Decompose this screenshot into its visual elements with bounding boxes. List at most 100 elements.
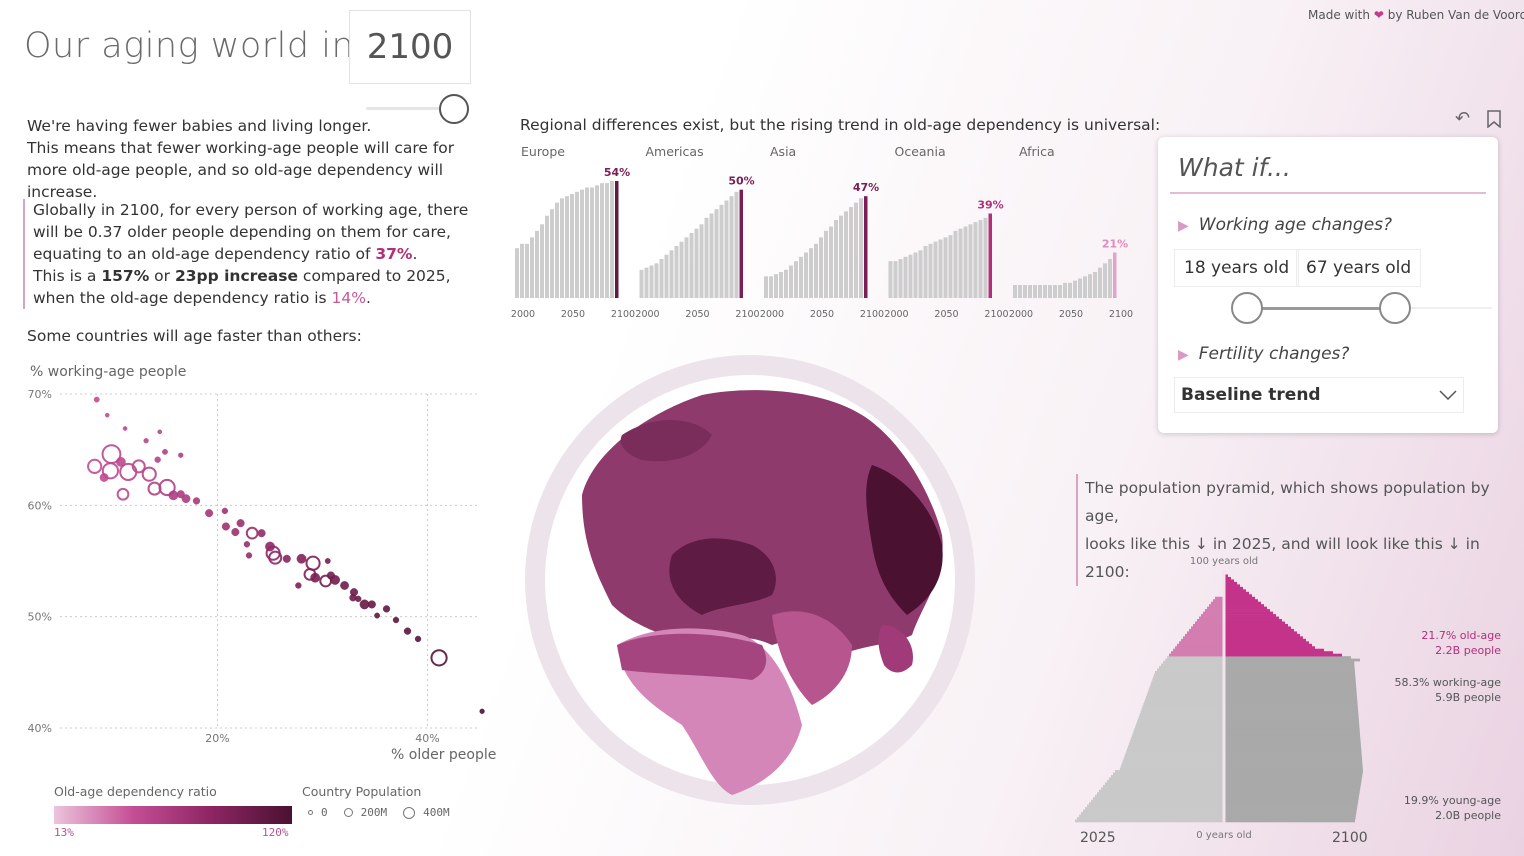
- pyramid-bar-2100: [1225, 594, 1252, 598]
- what-if-title: What if...: [1178, 153, 1291, 182]
- pyramid-bar-2100: [1225, 596, 1255, 600]
- pyramid-bar-2025: [1099, 789, 1223, 793]
- pyramid-bar-2025: [1147, 690, 1223, 694]
- scatter-point: [330, 575, 340, 585]
- pyramid-bar-2100: [1225, 799, 1359, 803]
- pop-legend: 0 200M 400M: [308, 806, 450, 819]
- pyramid-bar-2100: [1225, 666, 1355, 669]
- working-age-question[interactable]: ▶ Working age changes?: [1178, 215, 1393, 235]
- pyramid-bar-2100: [1225, 794, 1359, 798]
- globe-region-mideast[interactable]: [772, 611, 852, 705]
- intro-line2: This means that fewer working-age people…: [27, 139, 455, 201]
- pyramid-bar-2100: [1225, 770, 1363, 773]
- age-range-max-thumb[interactable]: [1379, 292, 1411, 324]
- stat-block: Globally in 2100, for every person of wo…: [23, 199, 488, 309]
- region-bar: [764, 276, 768, 298]
- age-range-min-thumb[interactable]: [1231, 292, 1263, 324]
- age-max-field[interactable]: 67 years old: [1296, 249, 1422, 287]
- pyramid-bar-2100: [1225, 675, 1356, 679]
- undo-icon[interactable]: ↶: [1455, 108, 1471, 129]
- pyramid-bar-2100: [1225, 651, 1333, 654]
- fertility-question[interactable]: ▶ Fertility changes?: [1178, 344, 1350, 364]
- region-xtick: 2000: [760, 309, 784, 320]
- pyramid-bar-2025: [1097, 792, 1223, 796]
- globe-region-russia[interactable]: [866, 465, 943, 615]
- pyramid-bar-2100: [1225, 735, 1361, 739]
- pyramid-bar-2025: [1091, 799, 1223, 803]
- pyramid-bar-2100: [1225, 745, 1361, 749]
- scatter-xtick: 20%: [205, 732, 229, 745]
- regional-bar-charts[interactable]: Europe 54% 2000 2050 2100 Americas 50% 2000 2050…: [510, 140, 1150, 325]
- pyramid-bar-2100: [1225, 658, 1360, 662]
- globe-map[interactable]: [522, 345, 982, 815]
- pyramid-bar-2100: [1225, 732, 1360, 736]
- region-bar: [893, 261, 898, 298]
- globe-region-india[interactable]: [878, 625, 913, 673]
- pyramid-bar-2100: [1225, 698, 1358, 702]
- scatter-point: [158, 478, 176, 497]
- bookmark-icon[interactable]: [1487, 110, 1501, 128]
- region-bar: [639, 269, 644, 298]
- pyramid-bar-2025: [1197, 619, 1223, 622]
- region-bar: [734, 191, 739, 298]
- credit: Made with ❤ by Ruben Van de Voorde: [1308, 8, 1524, 22]
- pyramid-bar-2025: [1191, 626, 1223, 630]
- year-slider-track[interactable]: [366, 107, 454, 110]
- region-bar: [1068, 282, 1072, 298]
- pyramid-bar-2025: [1146, 693, 1223, 697]
- age-range-track[interactable]: [1246, 307, 1394, 310]
- region-xtick: 2050: [810, 309, 834, 320]
- pyramid-bar-2025: [1129, 740, 1223, 744]
- pyramid-bar-2100: [1225, 760, 1363, 763]
- pyramid-bar-2025: [1175, 646, 1223, 650]
- pyramid-bar-2100: [1225, 619, 1282, 622]
- scatter-chart[interactable]: 40% 50% 60% 70% 20% 40%: [20, 380, 500, 750]
- pyramid-segment-people: 2.0B people: [1435, 809, 1501, 822]
- pop-legend-dot-large: [403, 806, 416, 819]
- intro-line1: We're having fewer babies and living lon…: [27, 117, 372, 135]
- pyramid-bar-2100: [1225, 725, 1360, 729]
- pyramid-bar-2025: [1127, 747, 1223, 751]
- globe-region-north-africa[interactable]: [617, 633, 767, 680]
- scatter-point: [231, 528, 240, 537]
- pyramid-bar-2025: [1140, 710, 1223, 714]
- region-bar: [590, 187, 594, 298]
- pyramid-bar-2100: [1225, 708, 1358, 711]
- pyramid-bar-2025: [1209, 604, 1223, 607]
- pyramid-bar-2100: [1225, 611, 1273, 615]
- population-pyramid[interactable]: 100 years old 0 years old 2025 2100 21.7% ol…: [1060, 550, 1520, 850]
- pyramid-bar-2100: [1225, 713, 1359, 716]
- pyramid-bar-2025: [1105, 782, 1223, 786]
- pyramid-bar-2100: [1225, 680, 1356, 684]
- region-bar: [1033, 285, 1037, 298]
- pyramid-bar-2100: [1225, 802, 1358, 805]
- fertility-dropdown[interactable]: Baseline trend: [1174, 377, 1464, 413]
- region-bar: [928, 243, 933, 298]
- scatter-point: [87, 458, 103, 474]
- pyramid-bar-2025: [1144, 700, 1223, 704]
- age-min-field[interactable]: 18 years old: [1174, 249, 1300, 287]
- pyramid-bar-2100: [1225, 797, 1359, 801]
- region-bar: [1093, 272, 1097, 298]
- region-bar: [1038, 285, 1042, 298]
- pyramid-bar-2025: [1135, 725, 1223, 729]
- fertility-selected: Baseline trend: [1181, 385, 1321, 405]
- pyramid-bar-2025: [1155, 671, 1223, 674]
- region-bar: [779, 272, 783, 298]
- region-bar: [615, 181, 619, 298]
- region-bar: [898, 259, 903, 298]
- pyramid-bar-2100: [1225, 579, 1234, 583]
- pyramid-bar-2025: [1159, 666, 1223, 669]
- region-value-label: 21%: [1102, 238, 1128, 251]
- region-bar: [849, 207, 853, 298]
- region-bar: [654, 263, 659, 298]
- region-bar: [1078, 278, 1082, 298]
- region-bar: [739, 189, 743, 298]
- globe-region-greenland[interactable]: [620, 420, 712, 462]
- scatter-point: [119, 462, 138, 481]
- ratio-legend-min: 13%: [54, 826, 74, 839]
- region-bar: [839, 215, 843, 298]
- year-slider-thumb[interactable]: [439, 94, 469, 124]
- scatter-point: [355, 595, 362, 603]
- globe-region-europe[interactable]: [669, 538, 776, 615]
